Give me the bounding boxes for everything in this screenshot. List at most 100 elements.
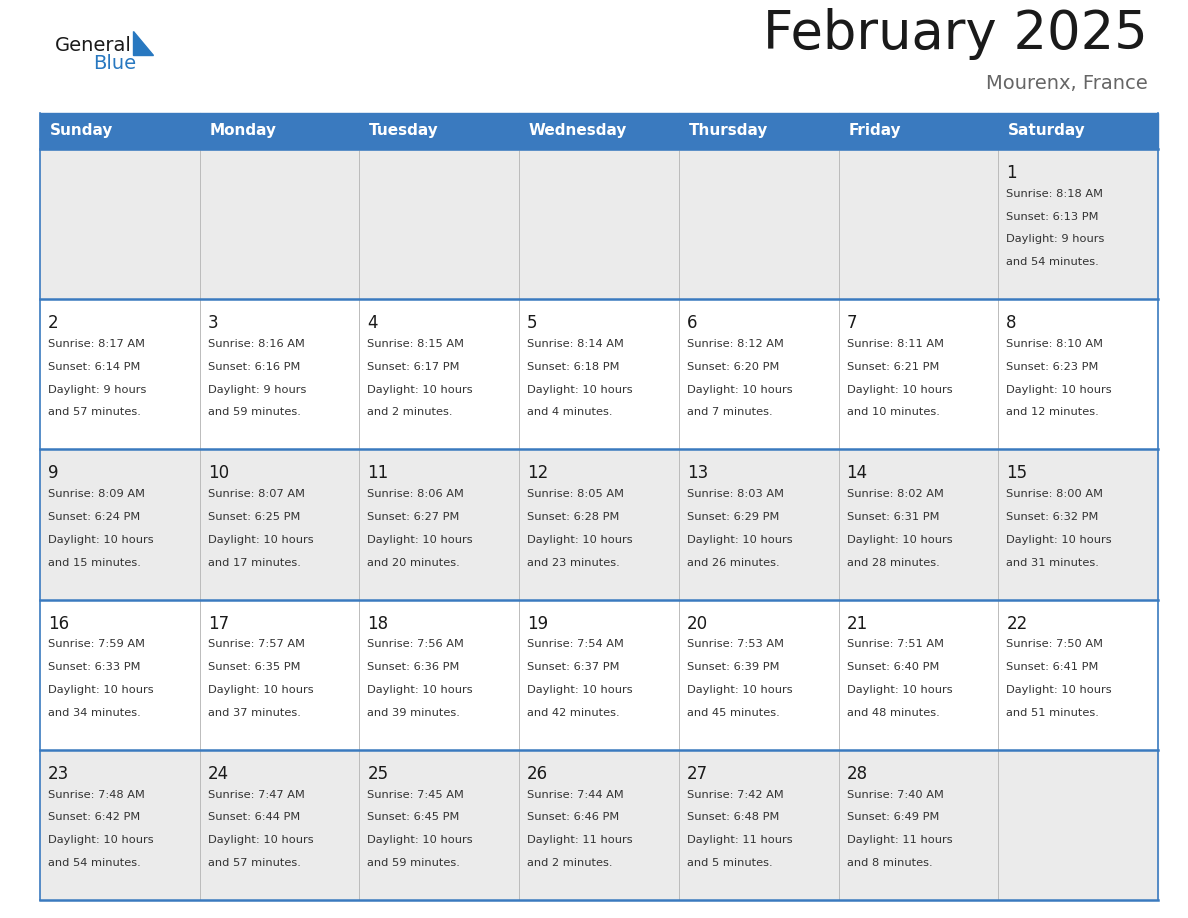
Text: 3: 3 xyxy=(208,314,219,332)
Text: Sunset: 6:48 PM: Sunset: 6:48 PM xyxy=(687,812,779,823)
Text: 17: 17 xyxy=(208,615,229,633)
Text: Sunset: 6:28 PM: Sunset: 6:28 PM xyxy=(527,512,619,522)
Text: 15: 15 xyxy=(1006,465,1028,483)
Text: and 37 minutes.: and 37 minutes. xyxy=(208,708,301,718)
Text: Sunset: 6:41 PM: Sunset: 6:41 PM xyxy=(1006,662,1099,672)
Text: Daylight: 10 hours: Daylight: 10 hours xyxy=(1006,535,1112,545)
Text: Sunrise: 8:15 AM: Sunrise: 8:15 AM xyxy=(367,339,465,349)
Text: Sunrise: 8:06 AM: Sunrise: 8:06 AM xyxy=(367,489,465,499)
Text: Sunset: 6:42 PM: Sunset: 6:42 PM xyxy=(48,812,140,823)
Text: Sunrise: 8:17 AM: Sunrise: 8:17 AM xyxy=(48,339,145,349)
Text: 1: 1 xyxy=(1006,164,1017,182)
Text: Sunrise: 7:59 AM: Sunrise: 7:59 AM xyxy=(48,640,145,649)
Text: and 34 minutes.: and 34 minutes. xyxy=(48,708,140,718)
Text: Sunrise: 8:00 AM: Sunrise: 8:00 AM xyxy=(1006,489,1104,499)
Text: Sunrise: 7:40 AM: Sunrise: 7:40 AM xyxy=(847,789,943,800)
Text: Sunrise: 8:07 AM: Sunrise: 8:07 AM xyxy=(208,489,304,499)
Text: and 59 minutes.: and 59 minutes. xyxy=(367,858,460,868)
Text: and 26 minutes.: and 26 minutes. xyxy=(687,558,779,567)
Text: Daylight: 10 hours: Daylight: 10 hours xyxy=(687,535,792,545)
Text: Sunrise: 7:53 AM: Sunrise: 7:53 AM xyxy=(687,640,784,649)
Text: Daylight: 10 hours: Daylight: 10 hours xyxy=(367,535,473,545)
Text: Wednesday: Wednesday xyxy=(529,124,627,139)
Text: and 42 minutes.: and 42 minutes. xyxy=(527,708,620,718)
Text: Daylight: 10 hours: Daylight: 10 hours xyxy=(48,535,153,545)
Text: and 45 minutes.: and 45 minutes. xyxy=(687,708,779,718)
Text: 25: 25 xyxy=(367,765,388,783)
Text: 26: 26 xyxy=(527,765,548,783)
Text: Sunday: Sunday xyxy=(50,124,113,139)
Text: Saturday: Saturday xyxy=(1007,124,1086,139)
Text: Sunset: 6:37 PM: Sunset: 6:37 PM xyxy=(527,662,620,672)
Text: Sunset: 6:27 PM: Sunset: 6:27 PM xyxy=(367,512,460,522)
Text: and 20 minutes.: and 20 minutes. xyxy=(367,558,460,567)
Text: and 4 minutes.: and 4 minutes. xyxy=(527,408,613,418)
Text: and 7 minutes.: and 7 minutes. xyxy=(687,408,772,418)
Text: Daylight: 10 hours: Daylight: 10 hours xyxy=(527,685,633,695)
Bar xyxy=(200,113,360,149)
Text: Sunset: 6:35 PM: Sunset: 6:35 PM xyxy=(208,662,301,672)
Text: 6: 6 xyxy=(687,314,697,332)
Text: Sunset: 6:29 PM: Sunset: 6:29 PM xyxy=(687,512,779,522)
Text: and 28 minutes.: and 28 minutes. xyxy=(847,558,940,567)
Text: Daylight: 9 hours: Daylight: 9 hours xyxy=(48,385,146,395)
Text: Daylight: 10 hours: Daylight: 10 hours xyxy=(208,685,314,695)
Text: Daylight: 9 hours: Daylight: 9 hours xyxy=(208,385,307,395)
Bar xyxy=(40,299,1158,450)
Text: Daylight: 10 hours: Daylight: 10 hours xyxy=(48,835,153,845)
Text: Daylight: 10 hours: Daylight: 10 hours xyxy=(687,385,792,395)
Text: Sunrise: 8:02 AM: Sunrise: 8:02 AM xyxy=(847,489,943,499)
Text: and 51 minutes.: and 51 minutes. xyxy=(1006,708,1099,718)
Text: 22: 22 xyxy=(1006,615,1028,633)
Text: Sunrise: 8:16 AM: Sunrise: 8:16 AM xyxy=(208,339,304,349)
Text: Sunset: 6:24 PM: Sunset: 6:24 PM xyxy=(48,512,140,522)
Text: Sunrise: 8:12 AM: Sunrise: 8:12 AM xyxy=(687,339,784,349)
Text: Daylight: 10 hours: Daylight: 10 hours xyxy=(1006,685,1112,695)
Text: Monday: Monday xyxy=(209,124,277,139)
Text: Daylight: 9 hours: Daylight: 9 hours xyxy=(1006,234,1105,244)
Text: 12: 12 xyxy=(527,465,549,483)
Text: and 12 minutes.: and 12 minutes. xyxy=(1006,408,1099,418)
Text: 20: 20 xyxy=(687,615,708,633)
Text: 10: 10 xyxy=(208,465,229,483)
Text: Daylight: 10 hours: Daylight: 10 hours xyxy=(1006,385,1112,395)
Bar xyxy=(360,113,519,149)
Text: Daylight: 11 hours: Daylight: 11 hours xyxy=(687,835,792,845)
Bar xyxy=(678,113,839,149)
Text: Sunrise: 7:48 AM: Sunrise: 7:48 AM xyxy=(48,789,145,800)
Text: General: General xyxy=(55,36,132,55)
Text: and 39 minutes.: and 39 minutes. xyxy=(367,708,460,718)
Text: Sunrise: 8:11 AM: Sunrise: 8:11 AM xyxy=(847,339,943,349)
Text: Tuesday: Tuesday xyxy=(369,124,438,139)
Text: Sunset: 6:44 PM: Sunset: 6:44 PM xyxy=(208,812,299,823)
Text: and 10 minutes.: and 10 minutes. xyxy=(847,408,940,418)
Text: and 2 minutes.: and 2 minutes. xyxy=(527,858,613,868)
Text: 5: 5 xyxy=(527,314,538,332)
Text: Sunset: 6:14 PM: Sunset: 6:14 PM xyxy=(48,362,140,372)
Text: and 57 minutes.: and 57 minutes. xyxy=(208,858,301,868)
Text: Daylight: 10 hours: Daylight: 10 hours xyxy=(847,535,953,545)
Text: Sunset: 6:20 PM: Sunset: 6:20 PM xyxy=(687,362,779,372)
Text: Sunset: 6:32 PM: Sunset: 6:32 PM xyxy=(1006,512,1099,522)
Text: 8: 8 xyxy=(1006,314,1017,332)
Text: Sunrise: 8:14 AM: Sunrise: 8:14 AM xyxy=(527,339,624,349)
Text: Daylight: 10 hours: Daylight: 10 hours xyxy=(367,835,473,845)
Text: Daylight: 10 hours: Daylight: 10 hours xyxy=(367,385,473,395)
Text: Sunrise: 8:05 AM: Sunrise: 8:05 AM xyxy=(527,489,624,499)
Text: and 54 minutes.: and 54 minutes. xyxy=(1006,257,1099,267)
Text: Sunset: 6:13 PM: Sunset: 6:13 PM xyxy=(1006,212,1099,221)
Text: 19: 19 xyxy=(527,615,548,633)
Text: and 48 minutes.: and 48 minutes. xyxy=(847,708,940,718)
Text: Daylight: 10 hours: Daylight: 10 hours xyxy=(687,685,792,695)
Text: Sunrise: 7:57 AM: Sunrise: 7:57 AM xyxy=(208,640,304,649)
Text: and 31 minutes.: and 31 minutes. xyxy=(1006,558,1099,567)
Text: Daylight: 10 hours: Daylight: 10 hours xyxy=(527,385,633,395)
Text: Thursday: Thursday xyxy=(688,124,767,139)
Text: 21: 21 xyxy=(847,615,867,633)
Text: Daylight: 10 hours: Daylight: 10 hours xyxy=(208,535,314,545)
Text: Sunset: 6:49 PM: Sunset: 6:49 PM xyxy=(847,812,939,823)
Text: and 23 minutes.: and 23 minutes. xyxy=(527,558,620,567)
Text: Sunrise: 8:03 AM: Sunrise: 8:03 AM xyxy=(687,489,784,499)
Text: and 54 minutes.: and 54 minutes. xyxy=(48,858,140,868)
Text: February 2025: February 2025 xyxy=(763,8,1148,60)
